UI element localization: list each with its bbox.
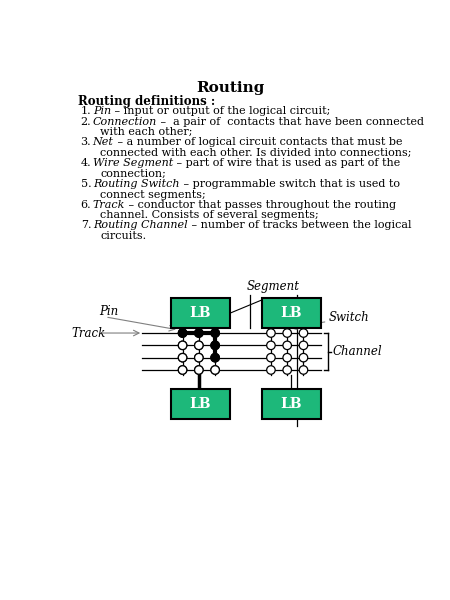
Circle shape <box>211 353 220 362</box>
Text: LB: LB <box>189 397 211 411</box>
Circle shape <box>283 341 292 350</box>
Text: – conductor that passes throughout the routing: – conductor that passes throughout the r… <box>126 200 396 209</box>
Circle shape <box>283 366 292 374</box>
Circle shape <box>211 329 220 337</box>
Circle shape <box>283 353 292 362</box>
Text: LB: LB <box>189 306 211 320</box>
Circle shape <box>211 366 220 374</box>
Text: – programmable switch that is used to: – programmable switch that is used to <box>180 179 400 189</box>
Circle shape <box>299 341 308 350</box>
Text: connect segments;: connect segments; <box>100 190 206 200</box>
Circle shape <box>194 329 203 337</box>
Text: Segment: Segment <box>247 280 300 293</box>
Circle shape <box>178 353 187 362</box>
Circle shape <box>211 366 220 374</box>
Circle shape <box>267 366 275 374</box>
Circle shape <box>194 366 203 374</box>
Text: connected with each other. Is divided into connections;: connected with each other. Is divided in… <box>100 148 412 158</box>
Text: Channel: Channel <box>333 345 382 358</box>
Text: Net: Net <box>93 137 113 147</box>
Text: connection;: connection; <box>100 169 166 179</box>
Circle shape <box>283 329 292 337</box>
Text: Connection: Connection <box>93 116 157 127</box>
Text: Routing definitions :: Routing definitions : <box>78 95 215 108</box>
Text: Track: Track <box>93 200 125 209</box>
Text: 6.: 6. <box>81 200 91 209</box>
Circle shape <box>194 341 203 350</box>
Circle shape <box>299 366 308 374</box>
Bar <box>171 298 230 328</box>
Text: – a number of logical circuit contacts that must be: – a number of logical circuit contacts t… <box>114 137 402 147</box>
Bar <box>261 298 320 328</box>
Text: Routing: Routing <box>197 81 265 95</box>
Text: with each other;: with each other; <box>100 127 193 137</box>
Circle shape <box>194 341 203 350</box>
Text: Track: Track <box>72 326 106 340</box>
Text: Pin: Pin <box>93 106 111 116</box>
Bar <box>171 389 230 419</box>
Text: channel. Consists of several segments;: channel. Consists of several segments; <box>100 210 319 220</box>
Circle shape <box>178 366 187 374</box>
Text: Switch: Switch <box>329 311 370 324</box>
Text: LB: LB <box>280 306 302 320</box>
Text: Routing Channel: Routing Channel <box>93 220 187 230</box>
Text: 5.: 5. <box>81 179 91 189</box>
Circle shape <box>194 353 203 362</box>
Circle shape <box>299 329 308 337</box>
Circle shape <box>194 353 203 362</box>
Text: Wire Segment: Wire Segment <box>93 158 173 168</box>
Circle shape <box>194 329 203 337</box>
Text: 1.: 1. <box>81 106 91 116</box>
Circle shape <box>178 341 187 350</box>
Circle shape <box>211 329 220 337</box>
Text: –  a pair of  contacts that have been connected: – a pair of contacts that have been conn… <box>158 116 424 127</box>
Text: 4.: 4. <box>81 158 91 168</box>
Circle shape <box>211 353 220 362</box>
Text: 7.: 7. <box>81 220 91 230</box>
Circle shape <box>178 366 187 374</box>
Bar <box>261 389 320 419</box>
Text: – input or output of the logical circuit;: – input or output of the logical circuit… <box>111 106 331 116</box>
Circle shape <box>267 329 275 337</box>
Text: – number of tracks between the logical: – number of tracks between the logical <box>188 220 411 230</box>
Circle shape <box>178 329 187 337</box>
Circle shape <box>299 353 308 362</box>
Circle shape <box>267 341 275 350</box>
Circle shape <box>178 353 187 362</box>
Circle shape <box>178 329 187 337</box>
Text: – part of wire that is used as part of the: – part of wire that is used as part of t… <box>173 158 400 168</box>
Text: Routing Switch: Routing Switch <box>93 179 179 189</box>
Circle shape <box>178 341 187 350</box>
Text: Pin: Pin <box>99 305 118 318</box>
Circle shape <box>211 341 220 350</box>
Circle shape <box>267 353 275 362</box>
Text: 3.: 3. <box>81 137 91 147</box>
Text: circuits.: circuits. <box>100 231 147 241</box>
Text: 2.: 2. <box>81 116 91 127</box>
Circle shape <box>211 341 220 350</box>
Text: LB: LB <box>280 397 302 411</box>
Circle shape <box>194 366 203 374</box>
